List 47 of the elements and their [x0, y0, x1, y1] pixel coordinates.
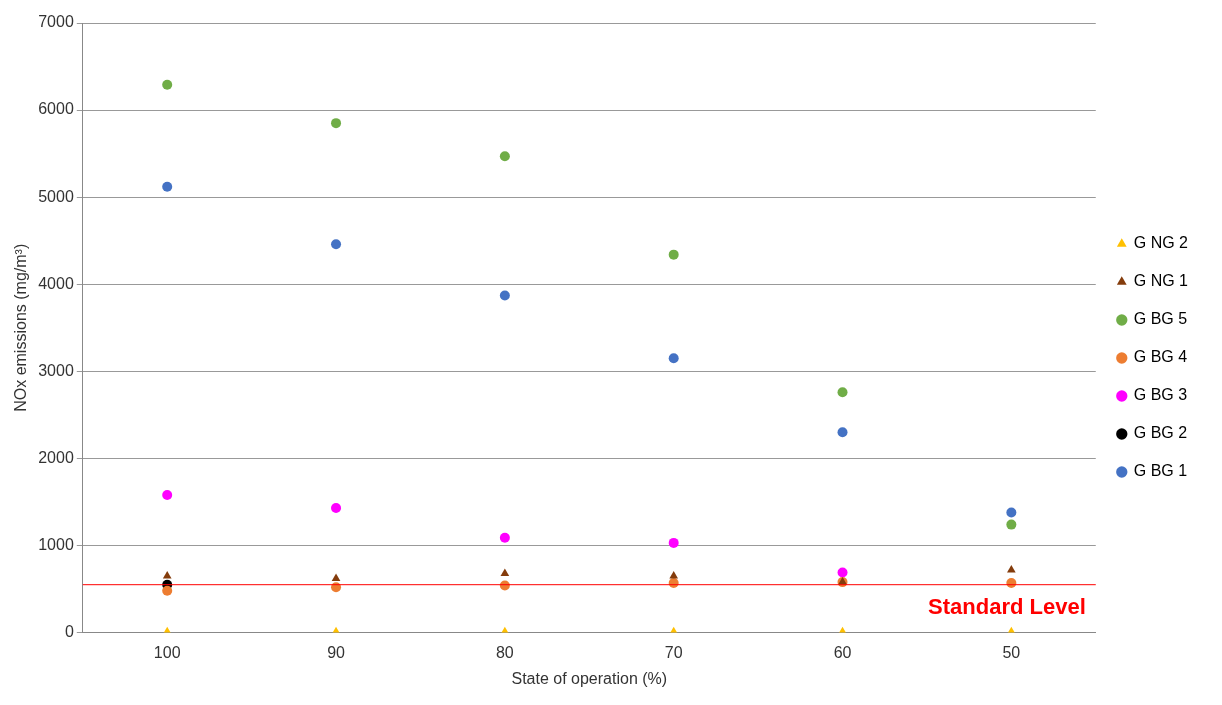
legend-label: G BG 2: [1133, 424, 1188, 442]
point: [668, 537, 679, 548]
x-tick-label: 80: [495, 643, 514, 661]
legend-label: G BG 3: [1133, 386, 1188, 404]
y-tick-label: 5000: [38, 187, 74, 205]
point: [162, 79, 173, 90]
legend-label: G NG 2: [1133, 234, 1189, 252]
point: [499, 532, 510, 543]
point: [331, 503, 342, 514]
y-tick-label: 7000: [38, 13, 74, 31]
legend-label: G BG 4: [1133, 348, 1188, 366]
point: [837, 427, 848, 438]
point: [669, 570, 679, 579]
point: [499, 151, 510, 162]
legend-label: G BG 5: [1133, 310, 1188, 328]
x-tick-label: 100: [153, 643, 181, 661]
point: [162, 585, 173, 596]
point: [837, 567, 848, 578]
x-tick-label: 90: [327, 643, 346, 661]
y-axis-title: NOx emissions (mg/m³): [12, 243, 30, 412]
point: [500, 568, 510, 576]
y-tick-label: 1000: [38, 535, 74, 553]
point: [331, 239, 342, 250]
point: [837, 387, 848, 398]
ref-line-label: Standard Level: [928, 593, 1086, 619]
y-tick-label: 3000: [38, 361, 74, 379]
x-tick-label: 50: [1002, 643, 1021, 661]
x-axis-title: State of operation (%): [511, 669, 668, 687]
point: [331, 118, 342, 129]
y-tick-label: 4000: [38, 274, 74, 292]
point: [1006, 507, 1017, 518]
point: [668, 249, 679, 260]
point: [1006, 519, 1017, 530]
y-tick-label: 0: [64, 623, 74, 641]
x-tick-label: 60: [833, 643, 852, 661]
point: [668, 353, 679, 364]
point: [499, 290, 510, 301]
point: [162, 490, 173, 501]
point: [1007, 564, 1016, 573]
point: [162, 570, 172, 579]
x-tick-label: 70: [664, 643, 683, 661]
legend-label: G NG 1: [1133, 272, 1189, 290]
point: [162, 181, 173, 192]
y-tick-label: 2000: [38, 448, 74, 466]
point: [331, 573, 341, 582]
y-tick-label: 6000: [38, 100, 74, 118]
legend-label: G BG 1: [1133, 462, 1188, 480]
